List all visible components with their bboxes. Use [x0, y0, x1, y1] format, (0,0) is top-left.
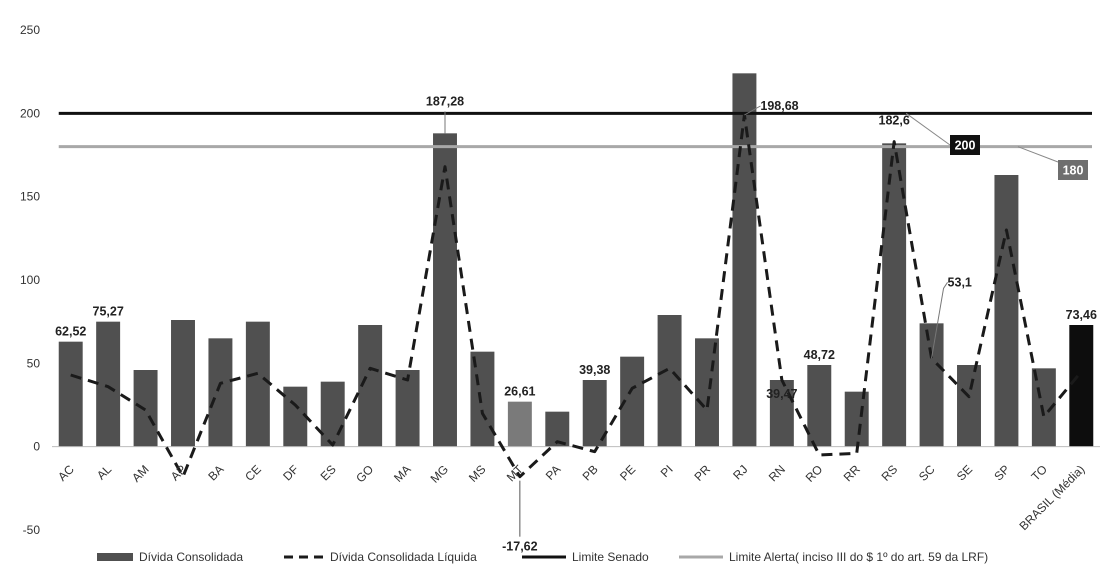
legend-swatch-bar [97, 553, 133, 561]
y-tick-label: 250 [20, 23, 40, 37]
callout-connector [1017, 146, 1059, 163]
bar-MT [507, 401, 532, 447]
bar-SP [994, 175, 1019, 447]
leader-line [931, 282, 948, 359]
data-label: 62,52 [55, 325, 86, 339]
data-label: 198,68 [760, 99, 798, 113]
limit-callout-label: 180 [1063, 164, 1084, 178]
data-label: -17,62 [502, 540, 537, 554]
leader-line [744, 105, 761, 116]
bar-PI [657, 315, 682, 447]
bar-PB [582, 380, 607, 447]
dashed-line-series [70, 113, 1083, 479]
bar-PR [695, 338, 719, 447]
bar-CE [245, 321, 270, 447]
legend-label: Limite Alerta( inciso III do $ 1º do art… [729, 550, 988, 564]
bar-RN [769, 380, 794, 447]
bar-RO [807, 365, 832, 447]
limit-labels: 200 180 [905, 112, 1088, 180]
data-label: 187,28 [426, 94, 464, 108]
bar-MA [395, 370, 420, 447]
data-label: 39,38 [579, 363, 610, 377]
y-tick-label: 0 [33, 440, 40, 454]
bar-BA [208, 338, 233, 447]
limit-lines [58, 111, 1092, 149]
bar-AL [96, 321, 121, 447]
legend: Dívida Consolidada Dívida Consolidada Líq… [97, 550, 988, 564]
y-tick-label: 150 [20, 190, 40, 204]
data-label: 182,6 [879, 113, 910, 127]
data-label: 48,72 [804, 348, 835, 362]
legend-label: Dívida Consolidada [139, 550, 243, 564]
y-axis-ticks: -50 0 50 100 150 200 250 [20, 23, 40, 537]
data-label: 73,46 [1066, 308, 1097, 322]
bar-ES [320, 381, 345, 447]
bar-SC [919, 323, 944, 447]
data-label: 26,61 [504, 385, 535, 399]
bar-AP [171, 320, 195, 447]
limit-callout-box [950, 135, 980, 155]
bars [58, 73, 1094, 447]
callout-connector [905, 112, 951, 146]
data-label: 75,27 [93, 305, 124, 319]
bar-PA [545, 411, 570, 447]
bar-PE [620, 356, 645, 447]
bar-MG [433, 133, 457, 447]
limit-callout-box [1058, 160, 1088, 180]
legend-label: Limite Senado [572, 550, 649, 564]
data-label: 39,47 [766, 387, 797, 401]
bar-AC [58, 341, 83, 447]
legend-label: Dívida Consolidada Líquida [330, 550, 477, 564]
data-labels: 62,52 75,27 187,28 26,61 -17,62 39,38 198,68 39… [55, 94, 1097, 553]
bar-RS [882, 143, 907, 447]
y-tick-label: 100 [20, 273, 40, 287]
bar-BRASIL (Média) [1069, 325, 1094, 447]
bar-GO [358, 325, 383, 447]
bar-SE [957, 365, 981, 447]
bar-RJ [732, 73, 757, 447]
limit-callout-label: 200 [955, 139, 976, 153]
y-tick-label: 50 [27, 356, 41, 370]
bar-RR [844, 391, 869, 447]
bar-DF [283, 386, 308, 447]
y-tick-label: 200 [20, 106, 40, 120]
data-label: 53,1 [948, 275, 972, 289]
y-tick-label: -50 [23, 523, 41, 537]
